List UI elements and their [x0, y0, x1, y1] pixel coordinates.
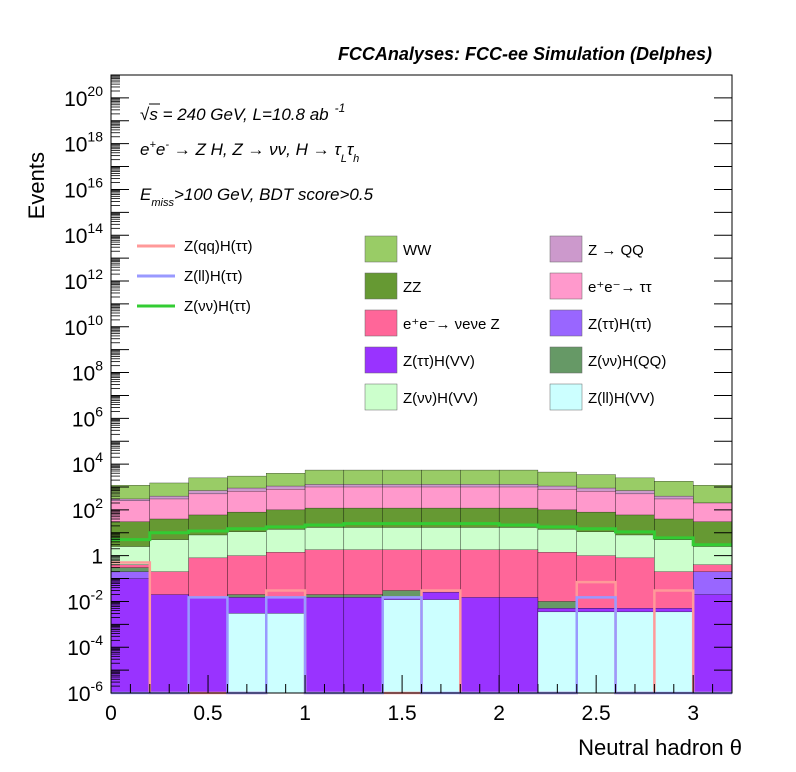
y-tick-label: 1010 [64, 312, 103, 340]
sqrt-symbol: √ [140, 105, 150, 124]
annotation-energy-lumi: √s = 240 GeV, L=10.8 ab -1 [140, 101, 345, 124]
stacked-bars [110, 469, 733, 694]
bar-z-ll-h-vv-4 [266, 613, 306, 694]
legend: Z(qq)H(ττ) Z(ll)H(ττ) Z(νν)H(ττ) WW ZZ e⁺e⁻→ … [137, 235, 666, 411]
x-tick-label: 0.5 [193, 702, 222, 725]
bar-z-h-vv-6 [343, 597, 383, 694]
legend-label: Z → QQ [588, 242, 644, 259]
legend-label: Z(ll)H(VV) [588, 390, 655, 407]
x-tick-label: 1 [299, 702, 311, 725]
y-tick-label: 10-4 [67, 632, 103, 660]
x-tick-label: 1.5 [387, 702, 416, 725]
bar-z-ll-h-vv-11 [537, 611, 577, 694]
legend-swatch-box [364, 346, 398, 374]
legend-label: Z(qq)H(ττ) [184, 238, 253, 255]
line-series-2 [111, 522, 732, 547]
line-series-1 [111, 596, 732, 695]
legend-swatch-box [549, 272, 583, 300]
legend-label: e⁺e⁻→ νeνe Z [403, 316, 500, 333]
y-axis: 10-6 10-4 10-2 1 102 104 106 108 1010 1012 1014 101… [64, 74, 732, 706]
legend-swatch-box [364, 235, 398, 263]
legend-swatch-box [364, 383, 398, 411]
y-tick-label: 1016 [64, 174, 103, 202]
legend-label: Z(νν)H(VV) [403, 390, 478, 407]
legend-label: Z(νν)H(QQ) [588, 353, 666, 370]
y-axis-label: Events [24, 152, 49, 219]
bar-z-ll-h-vv-8 [421, 599, 461, 694]
y-tick-label: 1014 [64, 220, 103, 248]
legend-swatch-box [549, 346, 583, 374]
bar-z-ll-h-vv-14 [654, 611, 694, 694]
legend-swatch-box [549, 309, 583, 337]
bar-z-h-vv-10 [498, 597, 539, 694]
x-axis: 0 0.5 1 1.5 2 2.5 3 [105, 675, 733, 725]
y-tick-label: 102 [72, 495, 103, 523]
legend-label: Z(ll)H(ττ) [184, 268, 243, 285]
y-tick-label: 10-6 [67, 678, 103, 706]
y-tick-label: 106 [72, 403, 103, 431]
y-tick-label: 1018 [64, 129, 103, 157]
legend-label: ZZ [403, 279, 421, 296]
x-tick-label: 2.5 [582, 702, 611, 725]
y-tick-label: 10-2 [67, 586, 103, 614]
legend-label: e⁺e⁻→ ττ [588, 279, 652, 296]
y-tick-label: 1020 [64, 83, 103, 111]
legend-label: Z(νν)H(ττ) [184, 298, 251, 315]
legend-swatch-box [549, 235, 583, 263]
x-axis-label: Neutral hadron θ [578, 735, 742, 760]
x-tick-label: 2 [493, 702, 505, 725]
bar-z-ll-h-vv-13 [615, 611, 655, 694]
legend-label: Z(ττ)H(VV) [403, 353, 475, 370]
chart-title: FCCAnalyses: FCC-ee Simulation (Delphes) [338, 44, 712, 64]
bar-z-h-vv-9 [460, 597, 500, 694]
y-tick-label: 1012 [64, 266, 103, 294]
bar-z-ll-h-vv-3 [227, 613, 267, 694]
y-tick-label: 1 [91, 546, 103, 569]
legend-label: Z(ττ)H(ττ) [588, 316, 652, 333]
legend-swatch-box [549, 383, 583, 411]
x-tick-label: 3 [687, 702, 699, 725]
legend-swatch-box [364, 272, 398, 300]
annotation-cuts: Emiss>100 GeV, BDT score>0.5 [140, 185, 374, 209]
legend-label: WW [403, 242, 432, 259]
x-tick-label: 0 [105, 702, 117, 725]
annotation-process: e+e- → Z H, Z → νν, H → τLτh [140, 139, 359, 165]
bar-z-h-vv-0 [110, 578, 150, 694]
bar-z-h-vv-1 [149, 594, 189, 694]
y-tick-label: 104 [72, 449, 103, 477]
y-tick-label: 108 [72, 358, 103, 386]
bar-z-h-vv-5 [304, 597, 345, 694]
legend-swatch-box [364, 309, 398, 337]
bar-z-h-vv-15 [693, 594, 733, 694]
